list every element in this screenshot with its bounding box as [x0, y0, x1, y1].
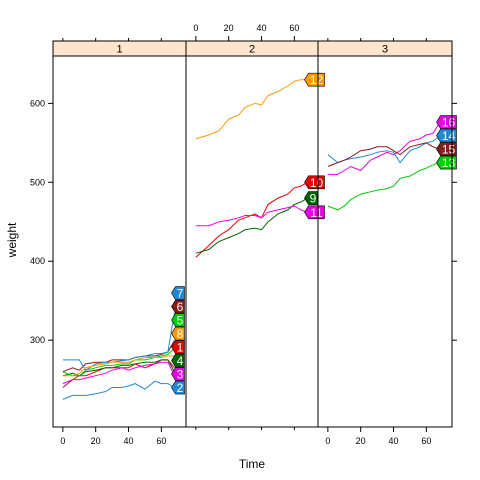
x-tick-label: 60: [289, 23, 299, 33]
series-line-7: [62, 312, 175, 371]
y-axis-label: weight: [5, 222, 19, 258]
panel-2: 119 10 12: [185, 55, 325, 428]
series-line-11: [195, 205, 308, 227]
series-end-label-text: 5: [177, 314, 184, 328]
series-line-15: [327, 142, 440, 167]
series-end-label-7: 7: [171, 286, 185, 301]
x-tick-label: 40: [257, 23, 267, 33]
series-end-label-3: 3: [171, 367, 185, 382]
series-line-2: [62, 380, 175, 400]
series-end-label-9: 9: [304, 191, 318, 206]
series-end-label-text: 8: [177, 327, 184, 341]
series-end-label-text: 7: [177, 287, 184, 301]
series-end-label-14: 14: [436, 128, 457, 143]
series-end-label-4: 4: [171, 353, 185, 368]
series-end-label-13: 13: [436, 155, 457, 170]
x-tick-label: 0: [60, 436, 65, 446]
series-end-label-2: 2: [171, 380, 185, 395]
series-line-10: [195, 181, 308, 258]
x-tick-label: 0: [325, 436, 330, 446]
series-end-label-text: 2: [177, 381, 184, 395]
series-line-8: [62, 355, 175, 377]
series-end-label-text: 16: [442, 116, 456, 130]
series-end-label-text: 3: [177, 368, 184, 382]
series-end-label-11: 11: [304, 205, 325, 220]
series-end-label-text: 13: [442, 156, 456, 170]
series-line-5: [62, 347, 175, 377]
series-end-label-text: 1: [177, 341, 184, 355]
x-tick-label: 40: [124, 436, 134, 446]
y-tick-label: 600: [30, 98, 45, 108]
series-end-label-text: 10: [310, 176, 324, 190]
x-tick-label: 0: [193, 23, 198, 33]
series-end-label-8: 8: [171, 326, 185, 341]
series-line-14: [327, 136, 440, 164]
series-line-6: [62, 339, 175, 373]
x-tick-label: 60: [156, 436, 166, 446]
series-line-9: [195, 197, 308, 254]
series-end-label-10: 10: [304, 175, 325, 190]
series-line-12: [195, 79, 308, 140]
series-end-label-1: 1: [171, 340, 185, 355]
x-tick-label: 20: [356, 436, 366, 446]
y-tick-label: 300: [30, 335, 45, 345]
series-end-label-16: 16: [436, 115, 457, 130]
series-end-label-15: 15: [436, 142, 457, 157]
series-end-label-text: 12: [310, 73, 324, 87]
strip-label: 1: [116, 44, 122, 56]
series-line-16: [327, 122, 440, 175]
series-end-label-text: 4: [177, 354, 184, 368]
panel-border: [52, 55, 187, 428]
series-end-label-text: 11: [310, 206, 323, 220]
series-line-3: [62, 361, 175, 385]
strip-label: 2: [249, 44, 255, 56]
panel-border: [185, 55, 319, 428]
x-tick-label: 20: [224, 23, 234, 33]
y-tick-label: 400: [30, 256, 45, 266]
x-tick-label: 60: [421, 436, 431, 446]
x-tick-label: 40: [389, 436, 399, 446]
strip-label: 3: [382, 44, 388, 56]
panel-border: [317, 55, 453, 428]
series-end-label-6: 6: [171, 299, 185, 314]
series-end-label-5: 5: [171, 313, 185, 328]
x-tick-label: 20: [91, 436, 101, 446]
series-end-label-text: 6: [177, 300, 184, 314]
series-line-13: [327, 162, 440, 211]
x-axis-label: Time: [239, 457, 266, 471]
series-end-label-text: 9: [310, 192, 317, 206]
series-end-label-text: 14: [442, 129, 456, 143]
y-tick-label: 500: [30, 177, 45, 187]
panel-strips: 1 2 3: [52, 40, 453, 57]
series-end-label-text: 15: [442, 143, 456, 157]
series-end-label-12: 12: [304, 72, 325, 87]
